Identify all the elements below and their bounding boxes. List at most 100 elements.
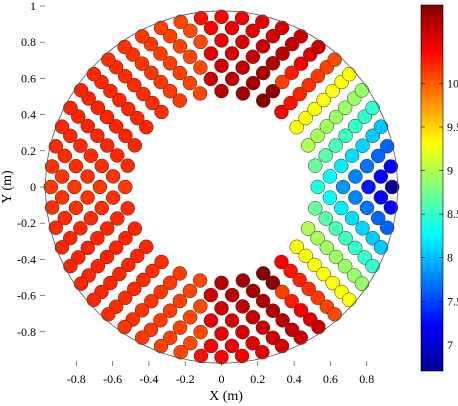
data-point bbox=[203, 20, 219, 36]
data-point bbox=[83, 148, 99, 163]
data-point bbox=[73, 276, 89, 291]
data-point bbox=[139, 119, 154, 135]
data-point bbox=[328, 221, 344, 236]
data-point bbox=[355, 221, 370, 236]
data-point bbox=[373, 169, 389, 184]
data-point bbox=[136, 86, 151, 102]
data-point bbox=[73, 138, 88, 153]
data-point bbox=[172, 39, 188, 54]
data-point bbox=[193, 324, 208, 340]
data-point bbox=[328, 138, 344, 153]
data-point bbox=[172, 65, 188, 81]
data-point bbox=[68, 200, 84, 216]
data-point bbox=[245, 75, 261, 91]
data-point bbox=[86, 66, 102, 82]
data-point bbox=[379, 139, 395, 154]
data-point bbox=[121, 257, 136, 273]
data-point bbox=[121, 101, 136, 117]
colorbar-axis: 7 7.5 8 8.5 9 9.5 10 bbox=[421, 76, 458, 352]
data-point bbox=[224, 313, 240, 328]
data-point bbox=[310, 290, 326, 306]
data-point bbox=[214, 9, 229, 25]
data-point bbox=[203, 46, 219, 61]
data-point bbox=[118, 128, 133, 144]
data-point bbox=[182, 49, 198, 65]
data-point bbox=[383, 159, 399, 174]
data-point bbox=[365, 100, 380, 116]
data-point bbox=[348, 190, 363, 205]
data-point bbox=[193, 60, 208, 75]
data-point bbox=[193, 34, 208, 50]
data-point bbox=[245, 49, 261, 65]
data-point bbox=[120, 158, 135, 173]
data-point bbox=[90, 128, 105, 143]
data-point bbox=[63, 230, 78, 246]
data-point bbox=[127, 138, 143, 153]
data-point bbox=[224, 287, 240, 303]
data-point bbox=[325, 275, 340, 291]
data-point bbox=[162, 275, 178, 291]
data-point bbox=[224, 71, 240, 87]
data-point bbox=[145, 95, 160, 111]
data-point bbox=[117, 68, 133, 84]
data-point bbox=[344, 211, 360, 226]
data-point bbox=[300, 138, 316, 153]
data-point bbox=[99, 249, 115, 265]
data-point bbox=[73, 83, 89, 98]
data-point bbox=[322, 169, 338, 184]
data-point bbox=[301, 281, 316, 297]
data-point bbox=[327, 52, 342, 67]
y-tick-label: 0 bbox=[30, 180, 36, 194]
y-axis: 1 0.8 0.6 0.4 0.2 0 -0.2 -0.4 -0.6 -0.8 bbox=[17, 0, 45, 339]
data-point bbox=[235, 299, 250, 314]
data-point bbox=[300, 221, 316, 236]
data-point bbox=[292, 86, 307, 102]
data-point bbox=[255, 14, 270, 30]
data-point bbox=[117, 319, 132, 335]
data-point bbox=[112, 266, 127, 282]
data-point bbox=[316, 92, 331, 108]
data-point bbox=[68, 158, 84, 174]
data-point bbox=[67, 179, 82, 195]
y-tick-label: 0.8 bbox=[21, 35, 36, 49]
data-point bbox=[245, 309, 261, 325]
y-tick-label: -0.4 bbox=[17, 252, 36, 266]
data-point bbox=[48, 220, 64, 235]
data-point bbox=[341, 66, 357, 82]
x-tick-label: 0.8 bbox=[359, 372, 374, 386]
data-point bbox=[101, 307, 116, 322]
data-point bbox=[86, 292, 102, 308]
data-point bbox=[361, 179, 376, 195]
data-point bbox=[172, 93, 188, 108]
data-point bbox=[284, 293, 299, 309]
data-point bbox=[193, 348, 209, 364]
data-point bbox=[338, 128, 353, 143]
data-point bbox=[293, 330, 309, 345]
data-point bbox=[310, 68, 326, 84]
data-point bbox=[153, 46, 168, 61]
data-point bbox=[265, 28, 281, 44]
data-point bbox=[134, 29, 150, 44]
y-tick-label: 0.2 bbox=[21, 144, 36, 158]
data-point bbox=[214, 301, 229, 316]
data-point bbox=[139, 239, 154, 255]
data-point bbox=[193, 299, 208, 314]
data-point bbox=[80, 118, 96, 134]
data-point bbox=[310, 230, 325, 246]
colorbar-tick-label: 7 bbox=[447, 338, 453, 352]
data-point bbox=[162, 56, 178, 71]
data-point bbox=[130, 110, 145, 126]
colorbar-tick-label: 9.5 bbox=[447, 120, 458, 134]
data-point bbox=[289, 119, 304, 135]
data-point bbox=[203, 71, 219, 87]
data-point bbox=[370, 210, 386, 226]
data-point bbox=[245, 335, 260, 351]
colorbar-tick-label: 9 bbox=[447, 164, 453, 178]
data-point bbox=[144, 293, 159, 309]
colorbar-tick-label: 8 bbox=[447, 251, 453, 265]
x-tick-label: 0 bbox=[219, 372, 225, 386]
y-tick-label: 0.4 bbox=[21, 108, 36, 122]
data-point bbox=[154, 254, 169, 270]
data-point bbox=[127, 281, 142, 297]
x-tick-label: -0.4 bbox=[139, 372, 158, 386]
